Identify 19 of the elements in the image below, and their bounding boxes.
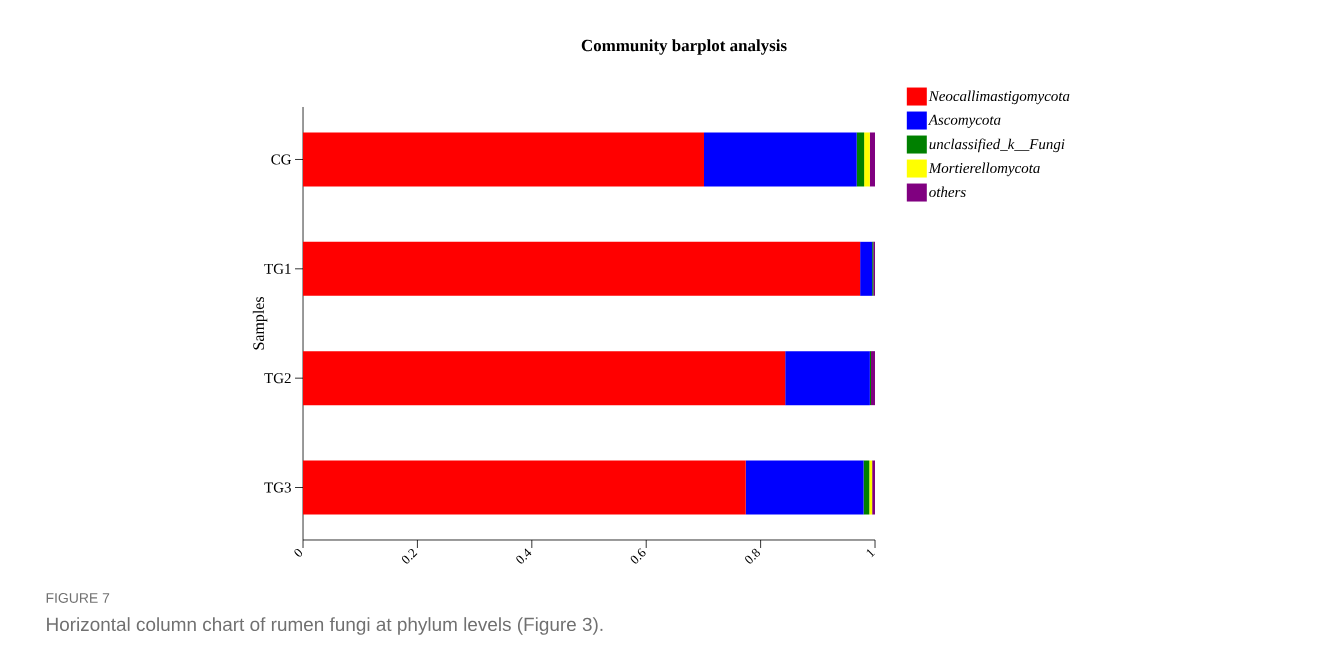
- x-tick-label: 0.8: [745, 548, 760, 564]
- x-tick-label: 0: [294, 548, 303, 557]
- x-tick-label: 0.2: [401, 548, 418, 564]
- x-tick-label: 0.4: [516, 548, 532, 564]
- legend-label: others: [929, 186, 966, 198]
- x-tick-label: 0.6: [630, 548, 646, 564]
- legend-label: Ascomycota: [927, 114, 1001, 128]
- text: Horizontal column chart of rumen fungi at phylum levels (Figure 3).: [47, 617, 603, 635]
- x-tick-label: 1: [866, 549, 875, 558]
- legend-label: Neocallimastigomycota: [928, 90, 1070, 105]
- y-tick-label: TG1: [264, 263, 291, 274]
- y-tick-label: CG: [271, 154, 292, 165]
- y-tick-label: TG3: [264, 482, 291, 493]
- caption: FIGURE 7: [46, 593, 110, 603]
- legend-label: Mortierellomycota: [928, 162, 1040, 177]
- y-axis-title: Samples: [252, 297, 268, 350]
- chart-title: Community barplot analysis: [581, 39, 787, 55]
- legend-label: unclassified_k__Fungi: [929, 138, 1065, 153]
- y-tick-label: TG2: [264, 373, 291, 384]
